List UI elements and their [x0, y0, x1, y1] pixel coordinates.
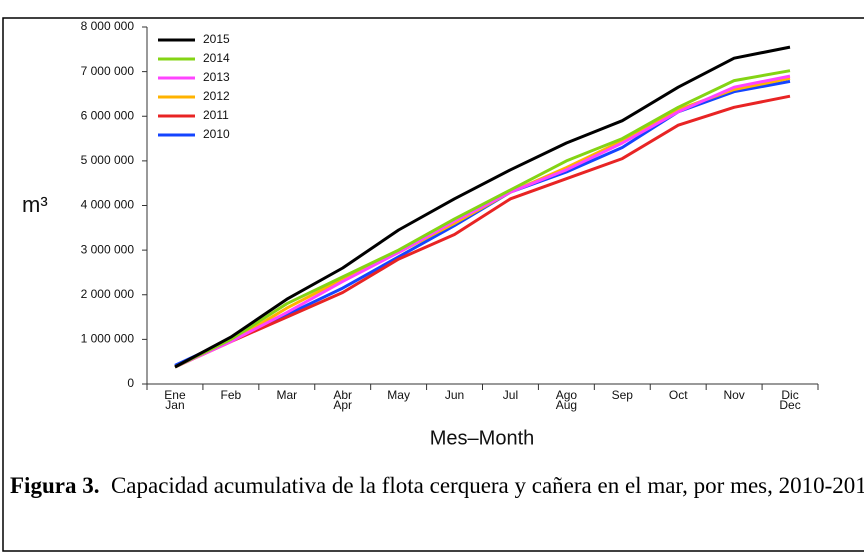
legend-label: 2014: [203, 51, 230, 65]
x-tick-label: Jan: [165, 398, 184, 412]
x-axis-label: Mes–Month: [430, 427, 535, 449]
figure-frame: [2, 17, 864, 552]
series-line: [174, 69, 791, 369]
x-tick-label: Ene: [164, 388, 186, 402]
y-tick-label: 1 000 000: [81, 332, 135, 346]
x-tick-label: May: [387, 388, 410, 402]
y-tick-label: 5 000 000: [81, 153, 135, 167]
y-tick-label: 8 000 000: [81, 19, 135, 33]
x-tick-label: Dec: [779, 398, 800, 412]
legend-label: 2010: [203, 127, 230, 141]
series-line: [174, 45, 791, 369]
series-line: [174, 74, 791, 369]
y-tick-label: 0: [127, 376, 134, 390]
y-tick-label: 4 000 000: [81, 198, 135, 212]
y-tick-label: 6 000 000: [81, 108, 135, 122]
series-line: [174, 94, 791, 369]
caption-label: Figura 3.: [10, 473, 100, 498]
x-tick-label: Mar: [276, 388, 297, 402]
x-tick-label: Nov: [723, 388, 744, 402]
legend-label: 2011: [203, 108, 229, 122]
legend-label: 2013: [203, 70, 230, 84]
x-tick-label: Apr: [333, 398, 352, 412]
legend-label: 2015: [203, 32, 230, 46]
caption: Figura 3. Capacidad acumulativa de la fl…: [10, 469, 864, 502]
x-tick-label: Abr: [333, 388, 352, 402]
caption-text: Capacidad acumulativa de la flota cerque…: [110, 473, 864, 498]
x-tick-label: Aug: [556, 398, 577, 412]
x-tick-label: Jun: [445, 388, 464, 402]
y-tick-label: 7 000 000: [81, 64, 135, 78]
x-tick-label: Oct: [669, 388, 688, 402]
x-tick-label: Sep: [612, 388, 634, 402]
x-tick-label: Ago: [556, 388, 578, 402]
x-tick-label: Feb: [221, 388, 242, 402]
y-tick-label: 2 000 000: [81, 287, 135, 301]
x-tick-label: Dic: [781, 388, 798, 402]
legend-label: 2012: [203, 89, 230, 103]
y-axis-label: m³: [22, 192, 48, 217]
x-tick-label: Jul: [503, 388, 518, 402]
y-tick-label: 3 000 000: [81, 242, 135, 256]
